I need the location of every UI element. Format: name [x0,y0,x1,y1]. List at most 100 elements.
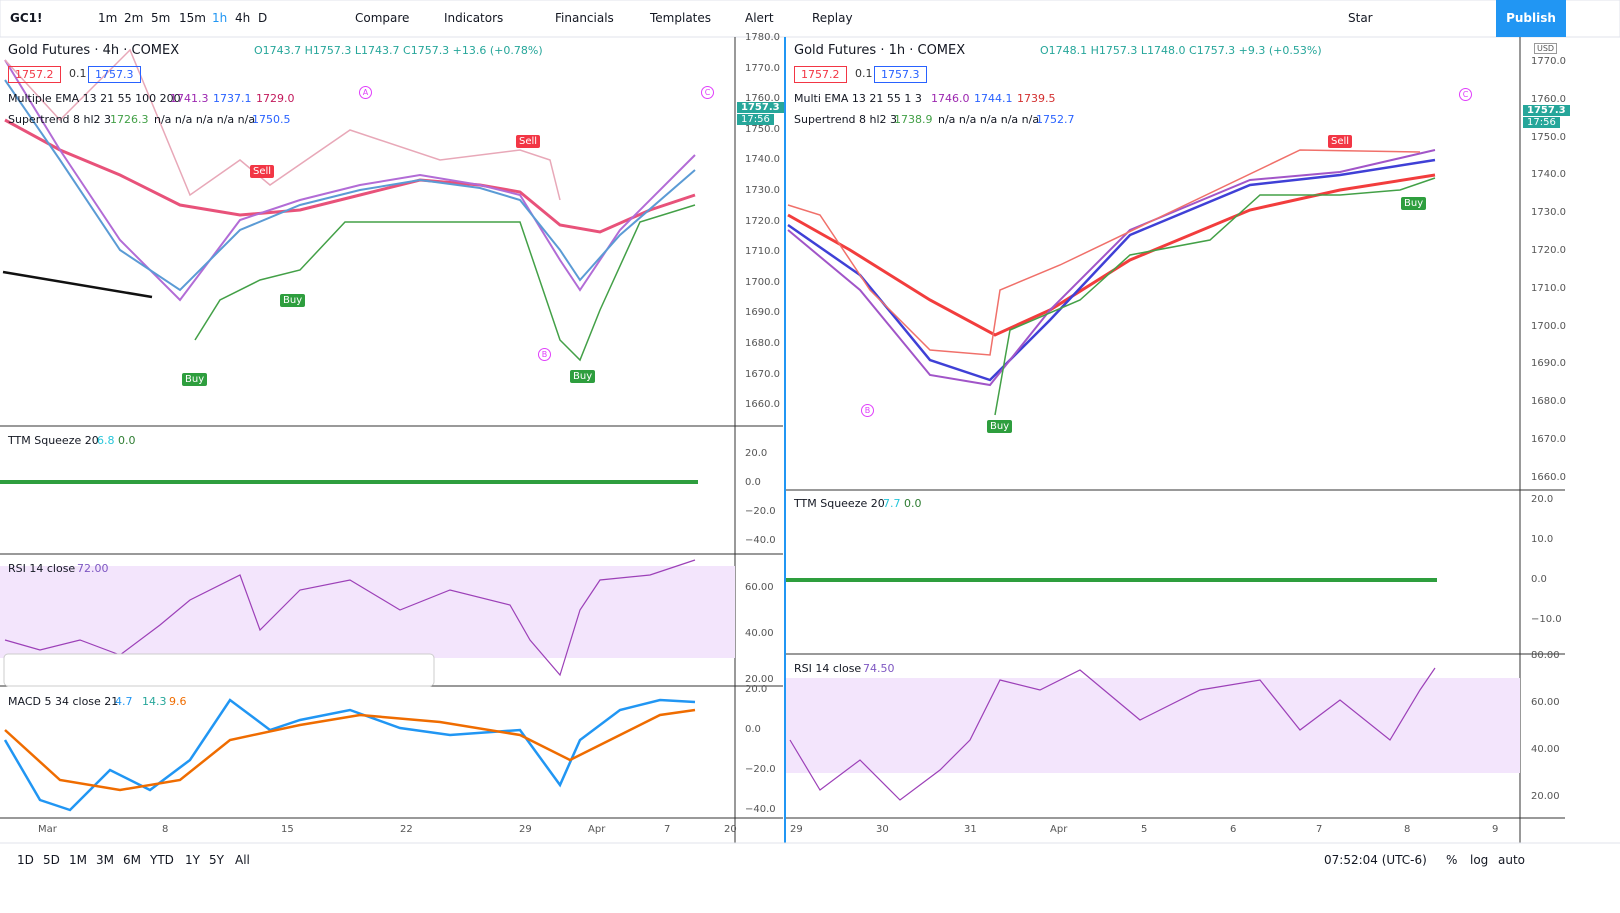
clock: 07:52:04 (UTC-6) [1324,853,1427,867]
value: 72.00 [77,562,109,575]
intervals[interactable]: 4h [235,11,251,25]
boxes: 1757.3 [88,66,141,83]
publish[interactable]: Publish [1496,0,1566,37]
price-axis: 1760.0 [1531,93,1566,105]
symbol[interactable]: GC1! [10,11,43,25]
buttons[interactable]: Indicators [444,11,504,25]
values: 1750.5 [252,113,291,126]
intervals[interactable]: D [258,11,268,25]
price-axis: 1680.0 [745,338,780,349]
axis: 20.00 [1531,791,1560,802]
price-axis: 1720.0 [745,215,780,227]
axis: −20.0 [745,506,776,517]
label: MACD 5 34 close 21 [8,695,119,708]
ohlc: O1748.1 H1757.3 L1748.0 C1757.3 +9.3 (+0… [1040,44,1322,57]
axis: 20.0 [745,448,768,459]
label: RSI 14 close [794,662,862,675]
buttons[interactable]: Financials [555,11,614,25]
signals: Buy [570,370,596,383]
signals: Buy [1401,197,1427,210]
time-axis: 31 [964,824,977,835]
price-axis: 1780.0 [745,32,780,43]
time-axis: Apr [588,824,606,835]
values: 1746.0 [931,92,970,105]
ranges[interactable]: YTD [150,853,174,867]
options[interactable]: auto [1498,853,1526,867]
values: 9.6 [169,695,187,708]
axis: 40.00 [1531,744,1560,755]
boxes: 1757.3 [874,66,927,83]
values: 1737.1 [213,92,252,105]
ranges[interactable]: 3M [96,853,114,867]
price-tag: 17:56 [1523,117,1560,128]
buttons[interactable]: Alert [745,11,774,25]
ranges[interactable]: All [235,853,250,867]
boxes: 1757.2 [794,66,847,83]
time-axis: 22 [400,824,413,835]
ranges[interactable]: 1Y [185,853,200,867]
ranges[interactable]: 5Y [209,853,224,867]
label: Supertrend 8 hl2 3 [794,113,898,126]
buttons[interactable]: Compare [355,11,410,25]
boxes: 0.1 [855,67,873,80]
price-axis: 1710.0 [1531,282,1566,294]
ranges[interactable]: 1D [17,853,34,867]
ranges[interactable]: 5D [43,853,60,867]
price-axis: 1660.0 [745,399,780,411]
markers: C [1459,88,1472,101]
values: 4.7 [115,695,133,708]
price-axis: 1760.0 [745,93,780,105]
intervals[interactable]: 1h [212,11,228,25]
buttons[interactable]: Replay [812,11,853,25]
time-axis: 29 [790,824,803,835]
intervals[interactable]: 5m [151,11,171,25]
currency: USD [1534,43,1558,54]
price-axis: 1690.0 [745,307,780,319]
label: RSI 14 close [8,562,76,575]
signals: Sell [516,135,541,148]
label: Multiple EMA 13 21 55 100 200 [8,92,181,105]
price-axis: 1740.0 [1531,169,1566,181]
ohlc: O1743.7 H1757.3 L1743.7 C1757.3 +13.6 (+… [254,44,543,57]
buttons[interactable]: Templates [650,11,712,25]
price-axis: 1730.0 [745,185,780,196]
price-axis: 1720.0 [1531,245,1566,256]
axis: −10.0 [1531,614,1562,625]
label: TTM Squeeze 20 [8,434,99,447]
signals: Sell [250,165,275,178]
intervals[interactable]: 15m [179,11,206,25]
ranges[interactable]: 6M [123,853,141,867]
title: Gold Futures · 4h · COMEX [8,43,180,58]
axis: 20.00 [745,674,774,685]
price-axis: 1670.0 [1531,434,1566,445]
values: 0.0 [118,434,136,447]
time-axis: 20 [724,824,737,835]
axis: −40.0 [745,535,776,546]
ranges[interactable]: 1M [69,853,87,867]
signals: Buy [280,294,306,307]
time-axis: 5 [1141,824,1148,835]
axis: 40.00 [745,628,774,639]
time-axis: 8 [1404,824,1411,835]
axis: 0.0 [1531,574,1547,585]
time-axis: 7 [1316,824,1323,835]
values: 1739.5 [1017,92,1056,105]
label: Multi EMA 13 21 55 1 3 [794,92,922,105]
values: 1729.0 [256,92,295,105]
options[interactable]: log [1470,853,1489,867]
axis: −20.0 [745,764,776,775]
axis: 10.0 [1531,534,1554,545]
intervals[interactable]: 1m [98,11,118,25]
intervals[interactable]: 2m [124,11,144,25]
time-axis: Mar [38,824,57,835]
value: 74.50 [863,662,895,675]
drawing-toolbar [3,653,435,687]
time-axis: 30 [876,824,889,835]
axis: −40.0 [745,804,776,815]
layout[interactable]: Star [1348,11,1373,25]
values: 1738.9 [894,113,933,126]
options[interactable]: % [1446,853,1458,867]
markers: B [861,404,874,417]
axis: 0.0 [745,724,761,735]
axis: 60.00 [745,582,774,593]
